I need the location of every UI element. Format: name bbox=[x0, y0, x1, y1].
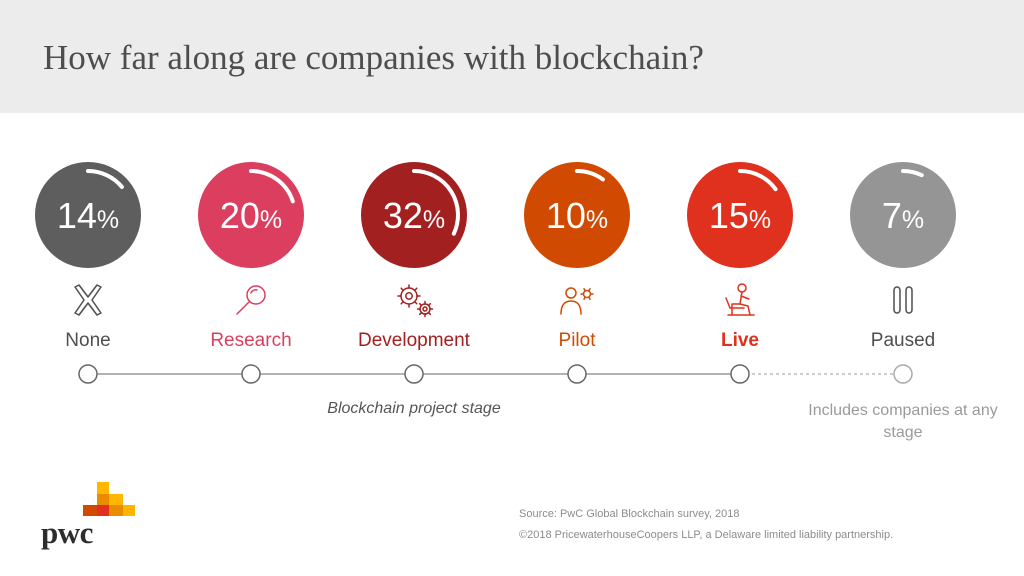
page-title: How far along are companies with blockch… bbox=[43, 38, 704, 77]
category-label: Live bbox=[721, 330, 759, 351]
category-label: Paused bbox=[871, 330, 935, 351]
pwc-logo: pwc bbox=[41, 482, 135, 550]
value-label: 14% bbox=[57, 195, 119, 236]
x-icon bbox=[74, 284, 102, 316]
gears-icon bbox=[397, 284, 434, 318]
stage-none: 14% None bbox=[35, 162, 141, 384]
stage-chart: 14% None 20% Research 32% Development 10% Pilot… bbox=[35, 162, 956, 417]
person-gear-icon bbox=[560, 287, 594, 315]
category-label: Pilot bbox=[559, 330, 597, 351]
value-bubble bbox=[361, 162, 467, 268]
value-arc bbox=[86, 169, 124, 189]
stage-node bbox=[241, 364, 261, 384]
stage-node bbox=[404, 364, 424, 384]
value-label: 32% bbox=[383, 195, 445, 236]
axis-label: Blockchain project stage bbox=[327, 400, 501, 417]
value-arc bbox=[901, 169, 924, 178]
stage-research: 20% Research bbox=[198, 162, 304, 384]
logo-block-5 bbox=[97, 505, 109, 516]
copyright-text: ©2018 PricewaterhouseCoopers LLP, a Dela… bbox=[519, 529, 894, 541]
logo-blocks bbox=[83, 482, 135, 516]
value-bubble bbox=[524, 162, 630, 268]
value-bubble bbox=[198, 162, 304, 268]
logo-block-2 bbox=[97, 494, 109, 505]
header-band: How far along are companies with blockch… bbox=[0, 0, 1024, 113]
stage-live: 15% Live bbox=[687, 162, 793, 384]
value-label: 10% bbox=[546, 195, 608, 236]
stage-node bbox=[567, 364, 587, 384]
person-laptop-icon bbox=[725, 283, 755, 316]
logo-wordmark: pwc bbox=[41, 515, 93, 550]
value-arc bbox=[249, 169, 295, 204]
stage-node bbox=[78, 364, 98, 384]
magnifier-icon bbox=[236, 285, 266, 315]
stage-pilot: 10% Pilot bbox=[524, 162, 630, 384]
pause-icon bbox=[893, 286, 913, 314]
logo-block-7 bbox=[123, 505, 135, 516]
logo-block-6 bbox=[109, 505, 123, 516]
value-arc bbox=[575, 169, 605, 182]
stage-development: 32% Development bbox=[358, 162, 471, 384]
value-bubble bbox=[687, 162, 793, 268]
paused-note: Includes companies at any stage bbox=[808, 402, 998, 441]
value-bubble bbox=[35, 162, 141, 268]
logo-block-4 bbox=[83, 505, 97, 516]
value-label: 20% bbox=[220, 195, 282, 236]
category-label: Development bbox=[358, 330, 471, 351]
stage-node bbox=[893, 364, 913, 384]
value-label: 7% bbox=[882, 195, 924, 236]
value-arc bbox=[738, 169, 778, 192]
stage-paused: 7% Paused bbox=[850, 162, 956, 384]
logo-block-3 bbox=[109, 494, 123, 505]
source-text: Source: PwC Global Blockchain survey, 20… bbox=[519, 508, 740, 520]
value-arc bbox=[412, 169, 460, 236]
category-label: None bbox=[65, 330, 110, 351]
footer: Source: PwC Global Blockchain survey, 20… bbox=[519, 504, 893, 546]
value-label: 15% bbox=[709, 195, 771, 236]
category-label: Research bbox=[210, 330, 291, 351]
logo-block-1 bbox=[97, 482, 109, 494]
value-bubble bbox=[850, 162, 956, 268]
stage-node bbox=[730, 364, 750, 384]
